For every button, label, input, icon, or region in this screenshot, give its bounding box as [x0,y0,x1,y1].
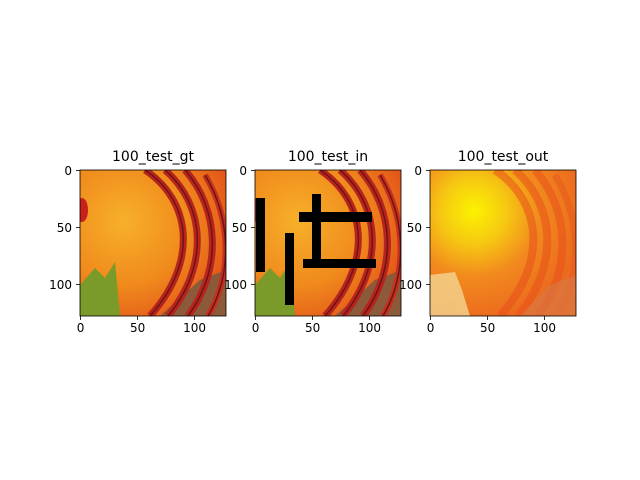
x-tick-label: 50 [480,321,495,335]
y-tick-label: 100 [399,278,422,292]
x-tick-label: 100 [358,321,381,335]
x-ticks [80,316,196,320]
axes-frame [429,169,577,317]
y-tick-label: 50 [232,221,247,235]
image-out [430,170,576,316]
panel-title: 100_test_gt [112,149,194,165]
axes-frame [254,169,402,317]
y-ticks [251,170,255,286]
x-ticks [430,316,545,320]
x-tick-label: 0 [252,321,260,335]
mask-strokes [256,194,376,305]
y-tick-label: 100 [224,278,247,292]
panel-out: 100_test_out 0 50 100 0 50 10 [399,149,577,335]
axes-frame [79,169,227,317]
panel-in: 100_test_in [224,149,402,335]
panel-gt: 100_test_gt 0 50 100 [49,149,227,335]
x-tick-label: 50 [130,321,145,335]
y-tick-label: 0 [64,164,72,178]
panel-title: 100_test_out [458,149,549,165]
image-gt [80,170,226,316]
y-tick-label: 50 [57,221,72,235]
y-tick-label: 0 [239,164,247,178]
image-in [255,170,401,316]
x-tick-label: 0 [77,321,85,335]
y-tick-label: 50 [407,221,422,235]
x-tick-label: 50 [305,321,320,335]
x-tick-label: 0 [427,321,435,335]
x-tick-label: 100 [533,321,556,335]
y-ticks [426,170,430,286]
y-tick-label: 100 [49,278,72,292]
x-tick-label: 100 [183,321,206,335]
x-ticks [255,316,371,320]
panel-title: 100_test_in [288,149,368,165]
y-ticks [76,170,80,286]
y-tick-label: 0 [414,164,422,178]
